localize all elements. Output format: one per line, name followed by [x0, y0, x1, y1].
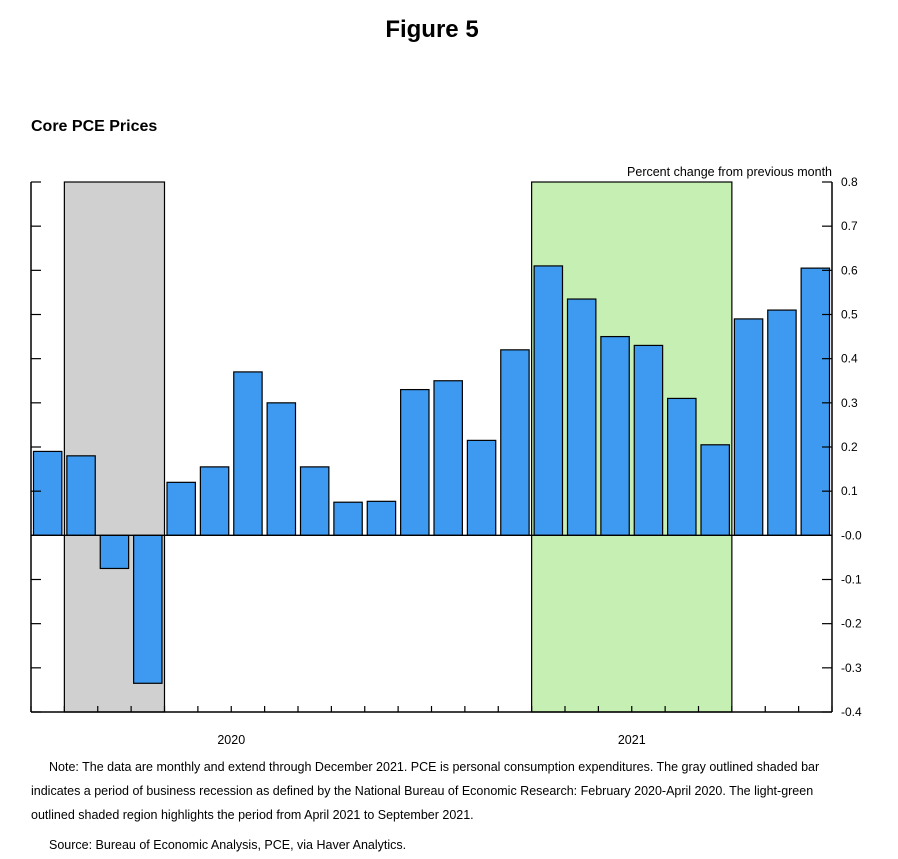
chart-title: Core PCE Prices [31, 118, 158, 135]
y-tick-label: -0.1 [841, 573, 862, 587]
bar-2021-08 [667, 397, 697, 536]
bar-2020-02 [66, 455, 96, 536]
bar-2020-05 [166, 481, 196, 536]
bar-2020-07 [233, 371, 263, 536]
y-tick-label: 0.3 [841, 396, 858, 410]
bar-2021-09 [700, 444, 730, 536]
figure-title: Figure 5 [385, 16, 479, 43]
y-tick-label: -0.2 [841, 617, 862, 631]
bar-2020-08 [266, 402, 297, 536]
bar-2020-06 [199, 466, 230, 536]
bar-2021-03 [500, 349, 530, 536]
bar-2021-10 [733, 318, 764, 536]
x-year-label-2020: 2020 [217, 733, 245, 747]
bar-2020-10 [333, 501, 363, 536]
y-tick-label: 0.8 [841, 175, 858, 189]
y-tick-label: -0.3 [841, 661, 862, 675]
chart-note: Note: The data are monthly and extend th… [31, 760, 820, 822]
y-tick-label: 0.7 [841, 219, 858, 233]
bar-2020-09 [299, 466, 330, 536]
y-tick-label: 0.6 [841, 263, 858, 277]
y-tick-label: -0.4 [841, 705, 862, 719]
bar-2020-01 [32, 450, 63, 536]
bar-2021-01 [433, 380, 463, 536]
x-year-label-2021: 2021 [618, 733, 646, 747]
y-axis-label: Percent change from previous month [627, 165, 832, 179]
shaded-region-1 [531, 181, 733, 713]
bar-2021-07 [633, 344, 664, 536]
bar-2020-12 [400, 388, 430, 536]
bar-2020-04 [133, 534, 163, 684]
bar-2021-05 [566, 298, 597, 536]
y-tick-label: 0.1 [841, 484, 858, 498]
bar-2021-06 [600, 335, 630, 536]
y-tick-label: 0.2 [841, 440, 858, 454]
bar-chart: 0.8 0.7 0.6 0.5 0.4 0.3 0.2 0.1 -0.0 -0.1 -0.2 -0.3… [30, 165, 862, 747]
bar-2021-02 [466, 439, 497, 536]
bar-2021-11 [767, 309, 797, 536]
bar-2020-11 [366, 500, 397, 536]
chart-source: Source: Bureau of Economic Analysis, PCE… [49, 838, 407, 852]
bar-2021-04 [533, 265, 564, 536]
y-tick-label: 0.4 [841, 352, 858, 366]
y-tick-label: 0.5 [841, 308, 858, 322]
bar-2021-12 [800, 267, 831, 536]
bar-2020-03 [99, 534, 130, 570]
y-tick-label: -0.0 [841, 528, 862, 542]
